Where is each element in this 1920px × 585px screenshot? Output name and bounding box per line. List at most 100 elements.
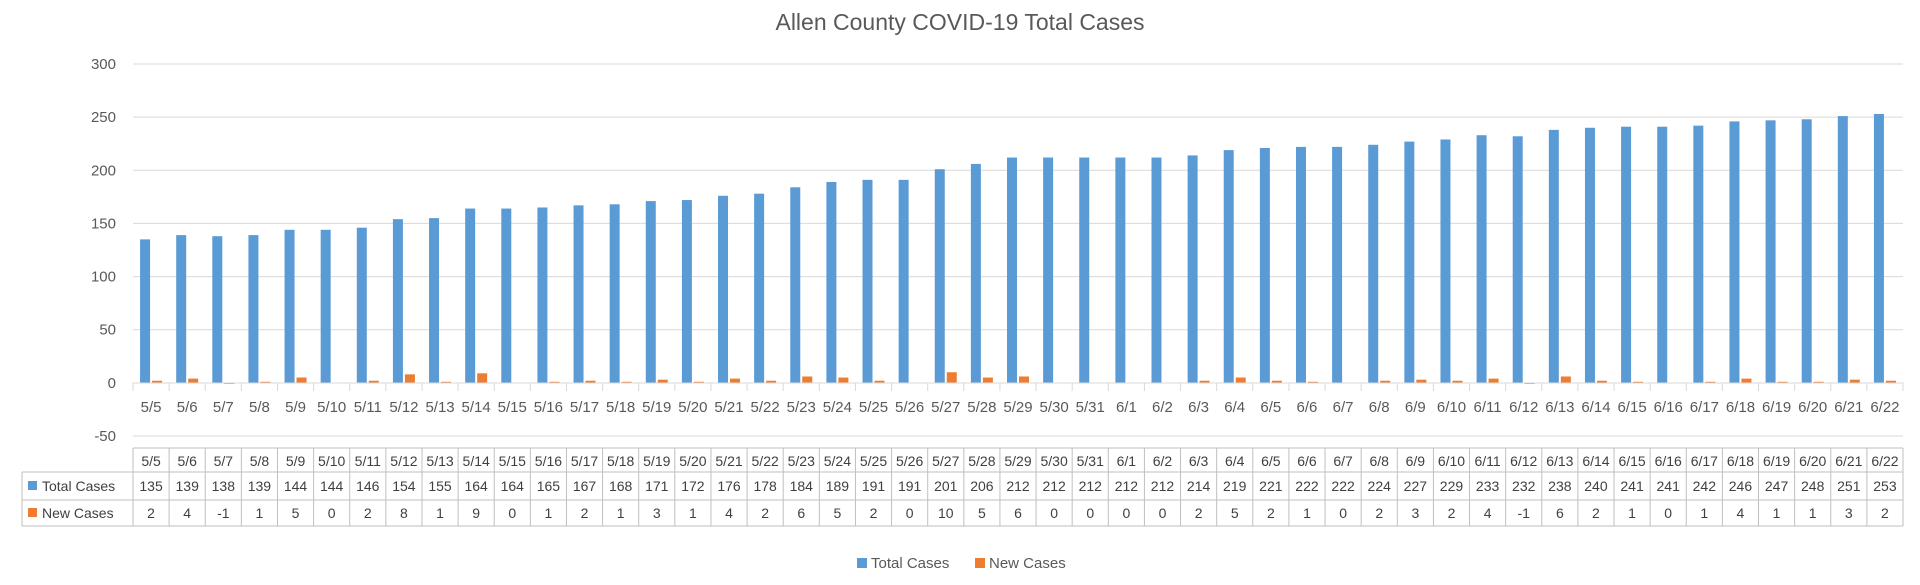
table-cell-total-cases: 172	[681, 478, 705, 494]
table-header-cell: 6/13	[1546, 453, 1573, 469]
gridlines	[133, 63, 1903, 437]
table-cell-new-cases: 1	[256, 505, 264, 521]
table-cell-new-cases: 1	[617, 505, 625, 521]
table-header-cell: 5/28	[968, 453, 995, 469]
bar-total-cases	[1657, 126, 1668, 384]
legend-swatch-new-cases	[975, 558, 985, 568]
table-cell-total-cases: 155	[428, 478, 452, 494]
bar-total-cases	[1440, 139, 1451, 383]
table-cell-total-cases: 238	[1548, 478, 1572, 494]
x-tick-label: 5/23	[787, 399, 816, 416]
bar-total-cases	[1079, 157, 1090, 383]
table-cell-total-cases: 191	[862, 478, 886, 494]
bar-total-cases	[718, 195, 729, 383]
table-cell-total-cases: 219	[1223, 478, 1247, 494]
legend-key-swatch	[28, 508, 37, 517]
x-tick-label: 5/22	[751, 399, 780, 416]
table-cell-total-cases: 241	[1657, 478, 1681, 494]
bar-new-cases	[1777, 381, 1788, 383]
x-tick-label: 6/19	[1762, 399, 1791, 416]
table-cell-new-cases: 5	[1231, 505, 1239, 521]
table-header-cell: 5/5	[141, 453, 161, 469]
x-tick-label: 5/25	[859, 399, 888, 416]
table-cell-new-cases: 5	[833, 505, 841, 521]
x-tick-label: 5/24	[823, 399, 852, 416]
table-cell-total-cases: 248	[1801, 478, 1825, 494]
x-tick-label: 5/31	[1076, 399, 1105, 416]
bar-total-cases	[176, 235, 187, 383]
table-header-cell: 5/25	[860, 453, 887, 469]
table-cell-new-cases: 0	[328, 505, 336, 521]
table-header-cell: 5/15	[499, 453, 526, 469]
table-header-cell: 5/30	[1040, 453, 1067, 469]
bar-new-cases	[585, 380, 596, 383]
table-header-cell: 5/13	[426, 453, 453, 469]
table-cell-new-cases: 1	[689, 505, 697, 521]
bar-new-cases	[766, 380, 777, 383]
x-tick-label: 6/2	[1152, 399, 1173, 416]
table-cell-total-cases: 168	[609, 478, 633, 494]
table-cell-new-cases: 10	[938, 505, 954, 521]
table-cell-new-cases: 3	[1411, 505, 1419, 521]
table-cell-total-cases: 242	[1693, 478, 1717, 494]
bar-new-cases	[838, 377, 849, 383]
bar-total-cases	[1476, 135, 1487, 383]
bar-total-cases	[1368, 144, 1379, 383]
table-cell-total-cases: 224	[1368, 478, 1392, 494]
bar-new-cases	[368, 380, 379, 383]
bar-total-cases	[1007, 157, 1017, 383]
x-tick-label: 6/3	[1188, 399, 1209, 416]
table-header-cell: 6/22	[1871, 453, 1898, 469]
table-cell-new-cases: 0	[906, 505, 914, 521]
x-tick-label: 6/20	[1798, 399, 1827, 416]
table-header-cell: 6/5	[1261, 453, 1281, 469]
x-tick-label: 6/18	[1726, 399, 1755, 416]
bars	[140, 113, 1896, 384]
bar-total-cases	[1584, 127, 1595, 384]
bar-new-cases	[1380, 380, 1391, 383]
table-row-label: Total Cases	[42, 478, 115, 494]
bar-total-cases	[429, 218, 440, 383]
bar-total-cases	[1332, 146, 1343, 383]
table-header-cell: 5/9	[286, 453, 306, 469]
x-tick-label: 6/8	[1369, 399, 1390, 416]
bar-new-cases	[477, 373, 488, 383]
x-tick-label: 6/21	[1834, 399, 1863, 416]
bar-new-cases	[1741, 378, 1752, 383]
table-cell-new-cases: 1	[1700, 505, 1708, 521]
bar-new-cases	[1199, 380, 1210, 383]
table-header-cell: 5/16	[535, 453, 562, 469]
table-header-cell: 6/8	[1369, 453, 1389, 469]
table-header-cell: 6/15	[1618, 453, 1645, 469]
y-tick-label: 150	[91, 215, 116, 232]
bar-new-cases	[1849, 379, 1860, 383]
bar-new-cases	[296, 377, 307, 383]
table-cell-total-cases: 184	[790, 478, 814, 494]
table-cell-new-cases: 2	[761, 505, 769, 521]
table-cell-total-cases: 241	[1620, 478, 1644, 494]
y-tick-label: 50	[99, 322, 116, 339]
table-cell-new-cases: 0	[1122, 505, 1130, 521]
x-tick-label: 6/11	[1474, 399, 1502, 416]
bar-new-cases	[152, 380, 163, 383]
chart-title: Allen County COVID-19 Total Cases	[775, 9, 1144, 35]
bar-new-cases	[1596, 380, 1607, 383]
table-cell-total-cases: 144	[320, 478, 344, 494]
x-tick-label: 5/13	[425, 399, 454, 416]
table-cell-total-cases: 206	[970, 478, 994, 494]
x-tick-label: 5/28	[967, 399, 996, 416]
bar-total-cases	[898, 179, 909, 383]
table-cell-new-cases: 2	[1881, 505, 1889, 521]
table-cell-new-cases: 8	[400, 505, 408, 521]
bar-total-cases	[212, 236, 223, 383]
table-cell-total-cases: 164	[464, 478, 488, 494]
x-tick-label: 5/27	[931, 399, 960, 416]
table-cell-total-cases: 253	[1873, 478, 1897, 494]
table-cell-total-cases: 212	[1006, 478, 1030, 494]
table-cell-total-cases: 246	[1729, 478, 1753, 494]
bar-new-cases	[404, 374, 415, 383]
x-tick-label: 6/9	[1405, 399, 1426, 416]
x-tick-label: 6/4	[1224, 399, 1245, 416]
table-row-label: New Cases	[42, 505, 114, 521]
